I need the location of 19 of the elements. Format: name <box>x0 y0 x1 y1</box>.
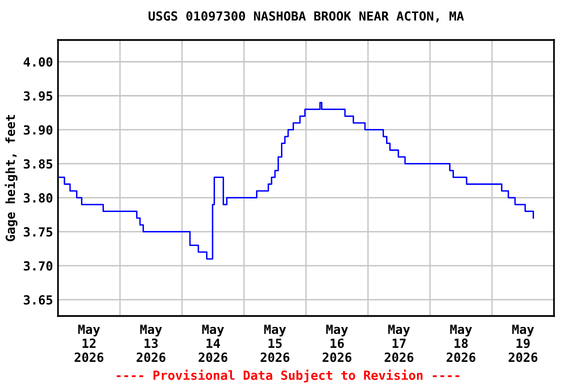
y-tick-label: 3.85 <box>24 159 52 169</box>
y-tick-label: 3.90 <box>24 125 52 135</box>
chart-title: USGS 01097300 NASHOBA BROOK NEAR ACTON, MA <box>148 11 464 22</box>
x-tick-label: May 15 2026 <box>260 324 290 362</box>
y-tick-label: 3.80 <box>24 193 52 203</box>
y-tick-label: 4.00 <box>24 57 52 67</box>
y-tick-label: 3.65 <box>24 295 52 305</box>
x-tick-label: May 14 2026 <box>198 324 228 362</box>
x-tick-label: May 16 2026 <box>322 324 352 362</box>
x-tick-label: May 18 2026 <box>446 324 476 362</box>
y-tick-label: 3.70 <box>24 261 52 271</box>
x-tick-label: May 12 2026 <box>74 324 104 362</box>
x-tick-label: May 13 2026 <box>136 324 166 362</box>
text: ---- Provisional Data Subject to Revision ---- <box>116 370 460 382</box>
y-axis-title: Gage height, feet <box>4 115 18 242</box>
y-tick-label: 3.95 <box>24 91 52 101</box>
y-tick-label: 3.75 <box>24 227 52 237</box>
x-tick-label: May 17 2026 <box>384 324 414 362</box>
x-tick-label: May 19 2026 <box>508 324 538 362</box>
